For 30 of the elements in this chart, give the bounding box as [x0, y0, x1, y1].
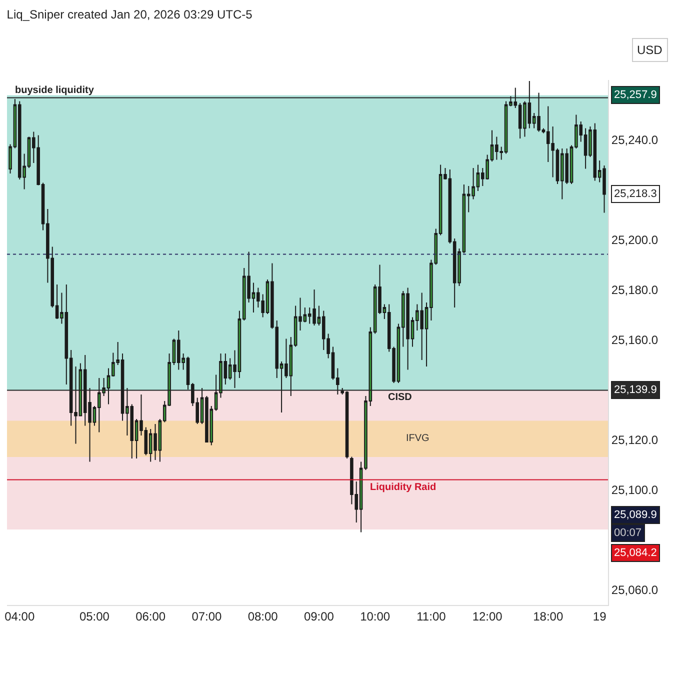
- y-axis-title: USD: [637, 43, 663, 57]
- x-tick-label: 06:00: [136, 609, 166, 624]
- x-tick-label: 09:00: [304, 609, 334, 624]
- x-tick-label: 04:00: [4, 609, 35, 624]
- y-tick-label: 25,160.0: [611, 333, 658, 348]
- x-tick-label: 18:00: [533, 609, 564, 624]
- text: 25,218.3: [614, 188, 657, 200]
- x-tick-label: 19: [592, 609, 607, 624]
- text: 25,084.2: [614, 547, 657, 559]
- x-tick-label: 07:00: [192, 609, 222, 624]
- y-tick-label: 25,240.0: [611, 133, 658, 148]
- text: 25,257.9: [614, 89, 657, 101]
- text: 00:07: [614, 527, 642, 539]
- x-tick-label: 08:00: [248, 609, 278, 624]
- x-tick-label: 11:00: [416, 609, 446, 624]
- ref-line-label: buyside liquidity: [15, 85, 94, 96]
- chart-title: Liq_Sniper created Jan 20, 2026 03:29 UTC-5: [6, 8, 253, 22]
- y-tick-label: 25,180.0: [611, 283, 658, 298]
- y-tick-label: 25,060.0: [611, 583, 658, 598]
- x-tick-label: 05:00: [79, 609, 110, 624]
- ref-line-label: CISD: [388, 392, 412, 403]
- y-tick-label: 25,200.0: [611, 233, 658, 248]
- band-label: IFVG: [406, 433, 430, 444]
- ref-line-label: Liquidity Raid: [370, 482, 436, 493]
- x-tick-label: 12:00: [472, 609, 503, 624]
- y-tick-label: 25,100.0: [611, 483, 658, 498]
- text: 25,139.9: [614, 384, 657, 396]
- x-tick-label: 10:00: [360, 609, 390, 624]
- y-tick-label: 25,120.0: [611, 433, 658, 448]
- text: 25,089.9: [614, 509, 657, 521]
